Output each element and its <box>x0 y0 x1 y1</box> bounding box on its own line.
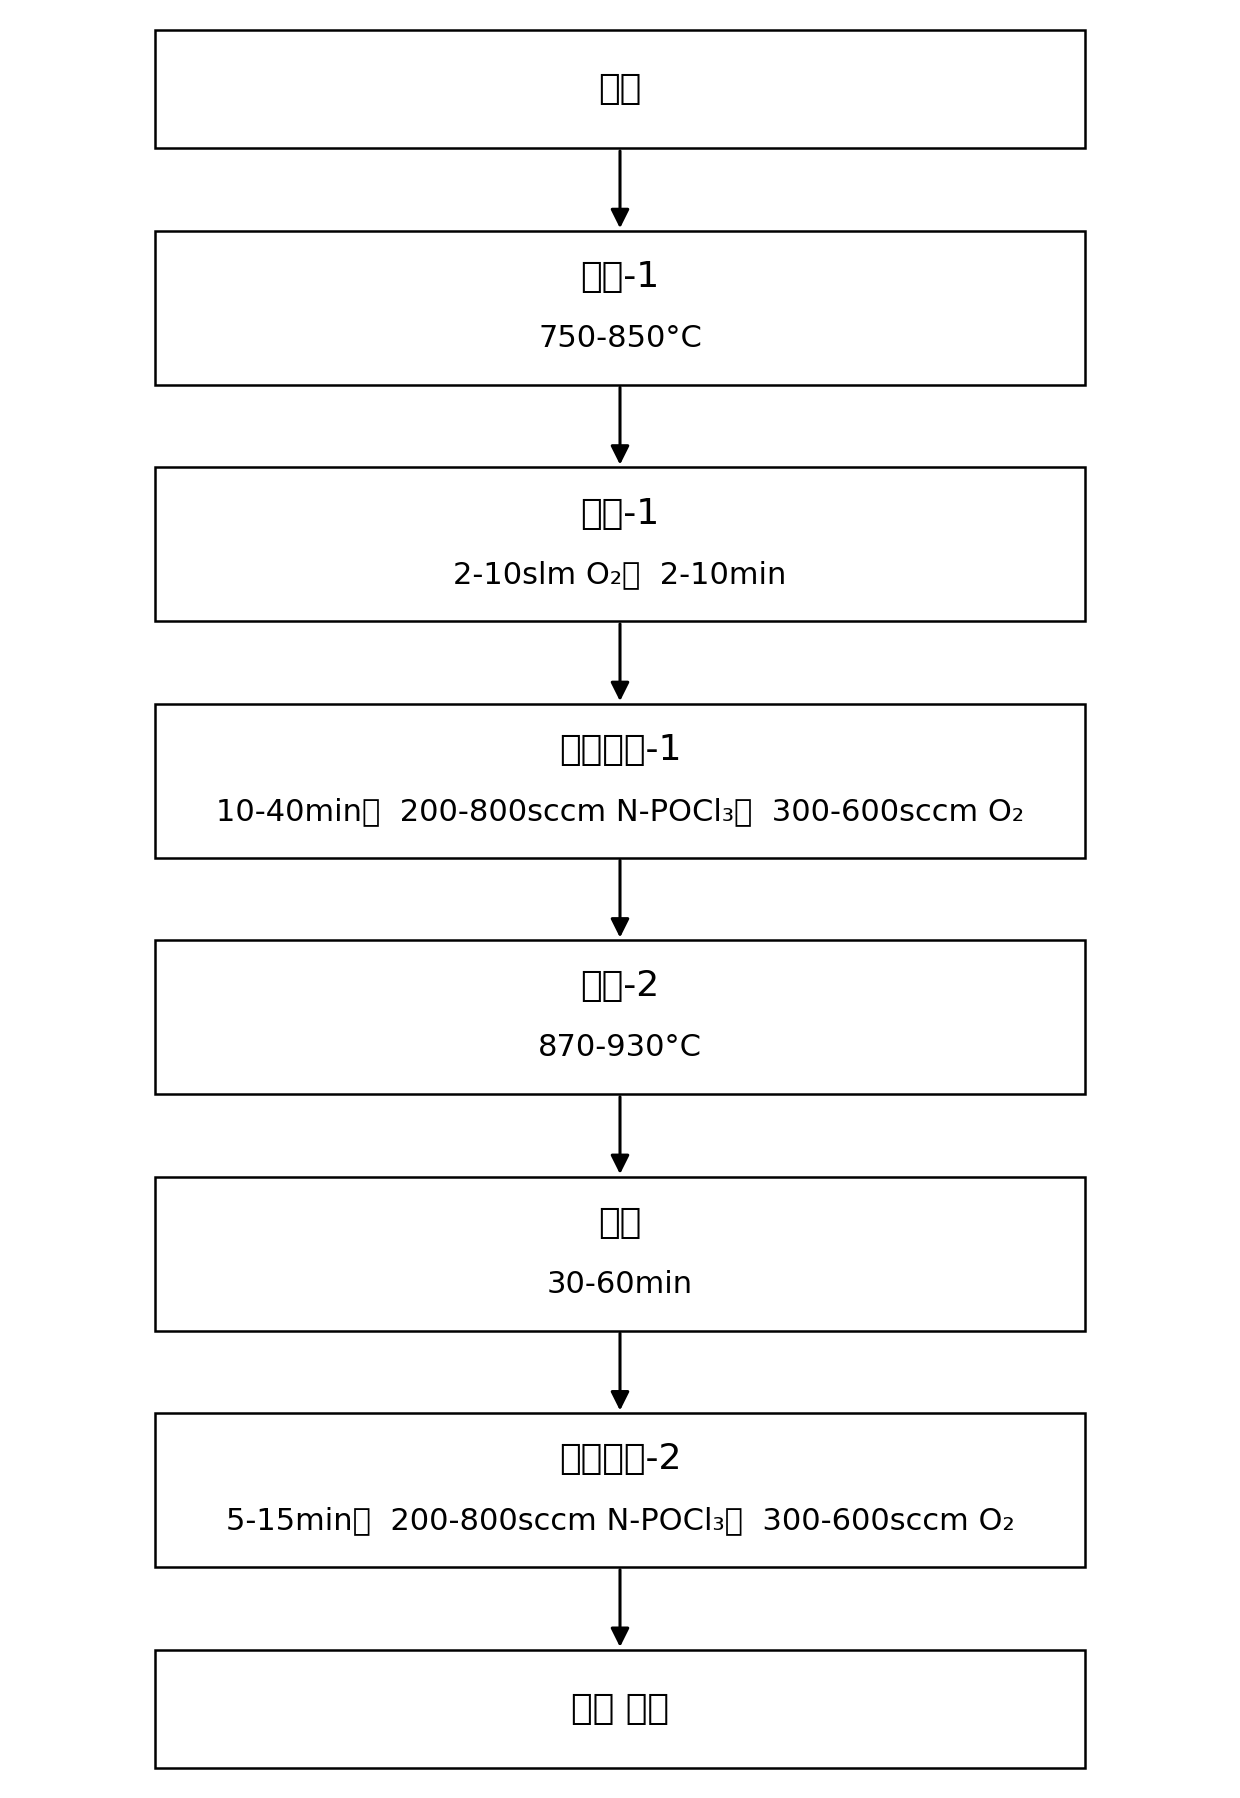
Text: 870-930°C: 870-930°C <box>538 1034 702 1063</box>
Bar <box>155 705 1085 858</box>
Bar <box>155 1651 1085 1767</box>
Text: 升温-1: 升温-1 <box>580 261 660 295</box>
Text: 30-60min: 30-60min <box>547 1269 693 1298</box>
Bar <box>155 1413 1085 1568</box>
Bar <box>155 467 1085 620</box>
Text: 氧化-1: 氧化-1 <box>580 496 660 530</box>
Text: 降温 出管: 降温 出管 <box>570 1692 670 1726</box>
Text: 750-850°C: 750-850°C <box>538 324 702 352</box>
Text: 进管: 进管 <box>599 72 641 106</box>
Bar <box>155 230 1085 385</box>
Bar <box>155 1178 1085 1331</box>
Text: 2-10slm O₂；  2-10min: 2-10slm O₂； 2-10min <box>454 561 786 590</box>
Text: 沉积磷源-2: 沉积磷源-2 <box>559 1442 681 1476</box>
Text: 10-40min；  200-800sccm N-POCl₃；  300-600sccm O₂: 10-40min； 200-800sccm N-POCl₃； 300-600sc… <box>216 797 1024 825</box>
Text: 5-15min；  200-800sccm N-POCl₃；  300-600sccm O₂: 5-15min； 200-800sccm N-POCl₃； 300-600scc… <box>226 1507 1014 1535</box>
Text: 沉积磷源-1: 沉积磷源-1 <box>559 734 681 768</box>
Text: 推结: 推结 <box>599 1206 641 1241</box>
Bar <box>155 31 1085 147</box>
Bar <box>155 940 1085 1093</box>
Text: 升温-2: 升温-2 <box>580 969 660 1003</box>
